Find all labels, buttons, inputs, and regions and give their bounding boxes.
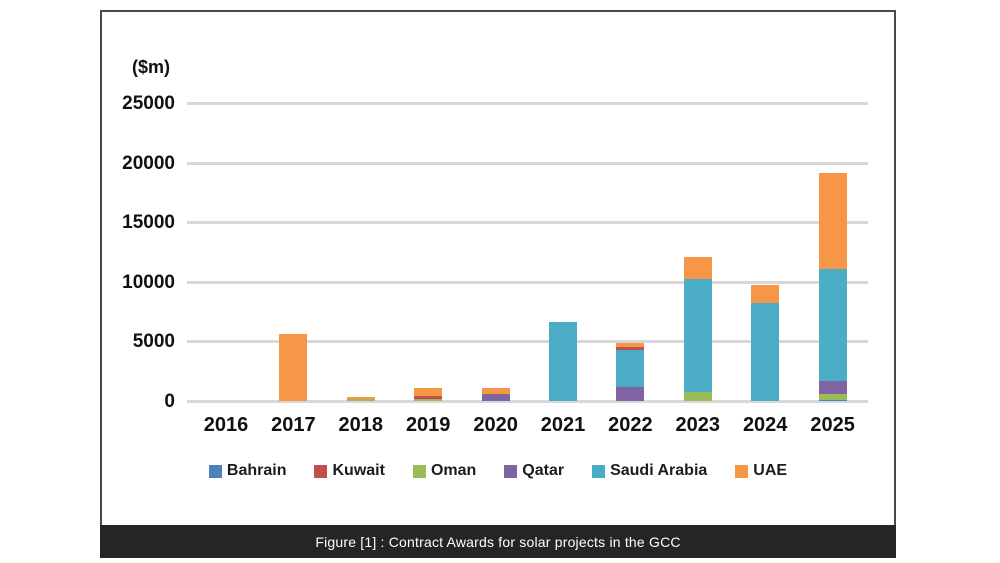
x-tick-label-2024: 2024 xyxy=(742,414,788,436)
bar-segment-2025-bahrain xyxy=(818,399,847,402)
bar-segment-2025-saudi-arabia xyxy=(818,269,847,382)
legend-swatch-icon xyxy=(412,464,426,478)
bar-segment-2025-uae xyxy=(818,172,847,270)
legend-item-saudi-arabia: Saudi Arabia xyxy=(592,462,707,480)
gridline-25000 xyxy=(187,102,868,105)
bar-segment-2018-uae xyxy=(346,396,375,399)
gridline-15000 xyxy=(187,221,868,225)
legend-swatch-icon xyxy=(504,464,518,478)
bar-segment-2025-oman xyxy=(818,394,847,400)
bar-segment-2019-uae xyxy=(414,388,443,397)
legend-swatch-icon xyxy=(314,464,328,478)
x-tick-label-2017: 2017 xyxy=(271,414,316,436)
y-tick-label-15000: 15000 xyxy=(122,212,175,234)
figure-card: ($m) 0 5000 10000 15000 20000 25000 2016 2017 20… xyxy=(100,10,896,558)
legend-item-kuwait: Kuwait xyxy=(314,462,385,480)
x-tick-label-2019: 2019 xyxy=(405,414,451,436)
gridline-0 xyxy=(187,400,868,403)
gridline-10000 xyxy=(187,280,868,284)
x-tick-label-2016: 2016 xyxy=(203,414,249,436)
legend-label: Kuwait xyxy=(332,462,385,479)
legend-label: Qatar xyxy=(522,462,565,479)
bar-segment-2022-kuwait xyxy=(616,347,645,351)
y-tick-label-10000: 10000 xyxy=(122,271,175,293)
y-tick-label-20000: 20000 xyxy=(122,152,175,174)
bar-segment-2024-saudi-arabia xyxy=(751,302,780,402)
bar-segment-2020-uae xyxy=(481,388,510,394)
legend-label: Oman xyxy=(430,462,477,479)
bar-segment-2023-oman xyxy=(683,391,712,402)
legend-swatch-icon xyxy=(592,464,606,478)
chart-plot-area: 0 5000 10000 15000 20000 25000 2016 2017 2018 201… xyxy=(102,12,894,556)
gridline-5000 xyxy=(187,340,868,344)
x-tick-label-2023: 2023 xyxy=(675,414,721,436)
figure-caption-bar: Figure [1] : Contract Awards for solar p… xyxy=(100,525,896,558)
bar-segment-2025-qatar xyxy=(818,381,847,395)
bar-segment-2022-saudi-arabia xyxy=(616,350,645,387)
gridline-20000 xyxy=(187,161,868,165)
bar-segment-2019-oman xyxy=(414,399,443,402)
legend-swatch-icon xyxy=(735,464,749,478)
x-tick-label-2021: 2021 xyxy=(540,414,586,436)
legend-label: UAE xyxy=(753,462,788,479)
x-tick-label-2018: 2018 xyxy=(338,414,384,436)
bar-segment-2022-qatar xyxy=(616,386,645,402)
x-tick-label-2022: 2022 xyxy=(608,414,653,436)
bar-segment-2019-kuwait xyxy=(414,396,443,400)
chart-legend: Bahrain Kuwait Oman Qatar Saudi Arabia UAE xyxy=(102,462,894,480)
x-tick-label-2025: 2025 xyxy=(810,414,855,436)
legend-item-qatar: Qatar xyxy=(504,462,564,480)
legend-item-oman: Oman xyxy=(412,462,477,480)
y-tick-label-25000: 25000 xyxy=(122,93,175,114)
bar-segment-2018-oman xyxy=(346,398,375,402)
y-axis-unit-label: ($m) xyxy=(132,57,171,77)
bar-segment-2017-uae xyxy=(279,333,308,402)
bar-segment-2023-uae xyxy=(683,257,712,279)
bar-segment-2020-qatar xyxy=(481,393,510,402)
legend-label: Bahrain xyxy=(226,462,287,479)
legend-item-bahrain: Bahrain xyxy=(208,462,287,480)
bar-segment-2021-saudi-arabia xyxy=(549,321,577,402)
x-tick-label-2020: 2020 xyxy=(473,414,518,436)
figure-caption: Figure [1] : Contract Awards for solar p… xyxy=(315,533,681,550)
legend-item-uae: UAE xyxy=(735,462,787,480)
y-tick-label-5000: 5000 xyxy=(132,331,175,353)
bar-segment-2023-saudi-arabia xyxy=(683,278,712,392)
bar-segment-2022-uae xyxy=(616,343,645,348)
y-tick-label-0: 0 xyxy=(164,391,175,412)
bar-segment-2024-uae xyxy=(751,284,780,303)
legend-swatch-icon xyxy=(208,464,222,478)
legend-label: Saudi Arabia xyxy=(610,462,708,479)
